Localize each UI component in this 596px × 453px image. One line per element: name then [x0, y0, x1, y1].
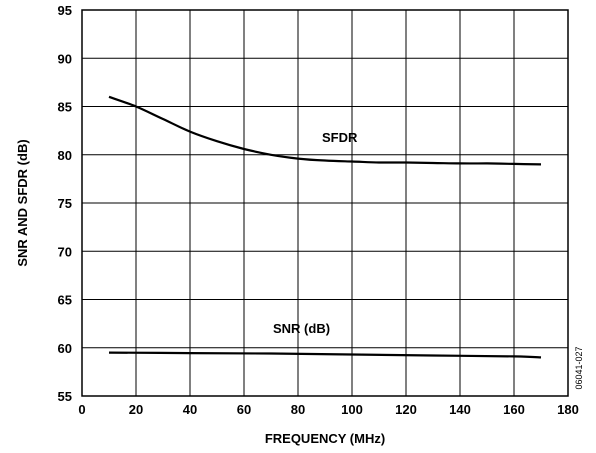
x-tick-label: 180: [557, 402, 579, 417]
y-tick-label: 95: [58, 3, 72, 18]
y-tick-label: 90: [58, 51, 72, 66]
figure-code-label: 06041-027: [574, 346, 584, 389]
y-tick-label: 60: [58, 341, 72, 356]
y-axis-title: SNR AND SFDR (dB): [15, 139, 30, 266]
x-tick-label: 120: [395, 402, 417, 417]
y-tick-label: 65: [58, 293, 72, 308]
series-label-sfdr: SFDR: [322, 130, 358, 145]
y-tick-label: 85: [58, 100, 72, 115]
series-lines: [108, 95, 542, 359]
x-tick-label: 20: [129, 402, 143, 417]
y-tick-label: 55: [58, 389, 72, 404]
series-label-snr: SNR (dB): [273, 321, 330, 336]
x-tick-label: 80: [291, 402, 305, 417]
x-tick-labels: 0 20 40 60 80 100 120 140 160 180: [78, 402, 578, 417]
x-tick-label: 100: [341, 402, 363, 417]
x-tick-label: 140: [449, 402, 471, 417]
y-tick-label: 70: [58, 244, 72, 259]
x-tick-label: 0: [78, 402, 85, 417]
x-axis-title: FREQUENCY (MHz): [265, 431, 385, 446]
x-tick-label: 40: [183, 402, 197, 417]
y-tick-label: 80: [58, 148, 72, 163]
y-tick-labels: 55 60 65 70 75 80 85 90 95: [58, 3, 72, 404]
y-tick-label: 75: [58, 196, 72, 211]
plot-frame: [81, 9, 569, 397]
series-line-sfdr: [108, 95, 542, 166]
series-line-snr-db: [108, 351, 542, 359]
x-tick-label: 60: [237, 402, 251, 417]
grid-lines: [82, 10, 568, 396]
x-tick-label: 160: [503, 402, 525, 417]
